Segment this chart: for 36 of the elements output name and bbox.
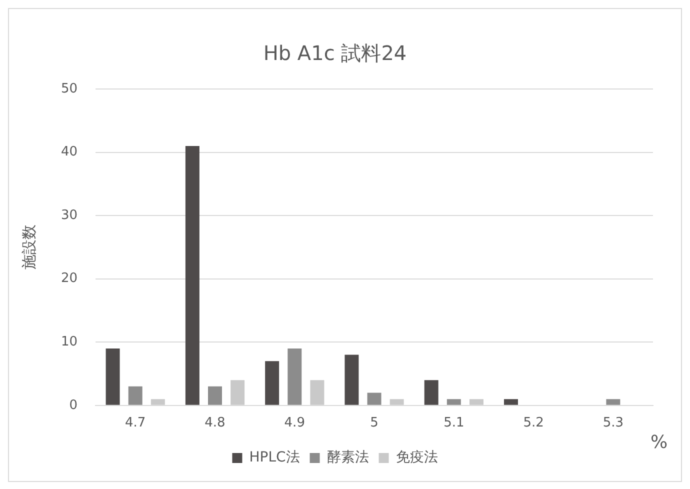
bar xyxy=(504,399,518,405)
x-tick-label: 5.3 xyxy=(602,416,624,431)
bar xyxy=(128,386,142,405)
legend-label: 酵素法 xyxy=(326,450,369,466)
x-tick-label: 4.8 xyxy=(204,416,226,431)
bar xyxy=(310,380,324,405)
y-tick-label: 40 xyxy=(60,144,78,160)
y-tick-label: 50 xyxy=(60,81,78,96)
bar xyxy=(185,146,200,405)
y-tick-label: 20 xyxy=(60,271,78,286)
bar xyxy=(367,392,382,405)
x-tick-label: 4.9 xyxy=(284,416,305,431)
legend-label: HPLC法 xyxy=(249,450,300,466)
bar xyxy=(265,361,280,405)
x-tick-label: 4.7 xyxy=(125,416,146,431)
bar xyxy=(208,386,222,405)
bar xyxy=(606,399,620,405)
bar xyxy=(106,348,120,405)
bar xyxy=(288,348,302,405)
x-tick-label: 5.1 xyxy=(444,416,464,431)
bar xyxy=(424,380,438,405)
bar xyxy=(230,380,245,405)
bar xyxy=(469,399,484,405)
y-tick-label: 30 xyxy=(60,208,78,223)
y-tick-label: 10 xyxy=(60,334,78,350)
bar xyxy=(446,399,461,405)
y-tick-label: 0 xyxy=(69,398,78,413)
bar xyxy=(390,399,404,405)
x-tick-label: 5 xyxy=(370,416,378,431)
bar xyxy=(344,354,359,405)
y-axis-title: 施設数 xyxy=(20,224,38,270)
x-axis-title: % xyxy=(650,432,668,454)
chart-title: Hb A1c 試料24 xyxy=(263,41,407,66)
bar xyxy=(150,399,165,405)
legend-label: 免疫法 xyxy=(396,450,438,466)
x-tick-label: 5.2 xyxy=(523,416,544,431)
